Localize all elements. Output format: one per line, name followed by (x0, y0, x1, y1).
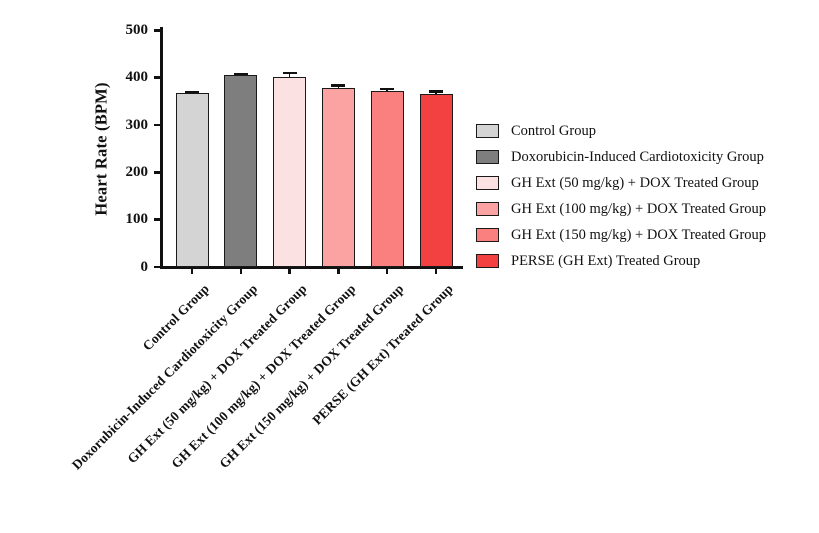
error-bar-cap (429, 90, 443, 93)
y-tick-mark (153, 76, 161, 79)
x-tick-label: GH Ext (150 mg/kg) + DOX Treated Group (216, 281, 407, 472)
bar-6 (419, 94, 453, 267)
error-bar-cap (233, 72, 248, 76)
legend-entry: PERSE (GH Ext) Treated Group (476, 252, 766, 269)
x-tick-mark (337, 268, 340, 274)
bar-2 (224, 75, 258, 267)
legend-swatch (476, 202, 499, 216)
x-axis-line (160, 265, 463, 269)
error-bar-cap (185, 90, 199, 94)
y-tick-label: 0 (140, 258, 149, 275)
y-tick-label: 200 (125, 163, 149, 180)
legend-label: Control Group (511, 122, 596, 139)
error-bar-line (288, 72, 291, 79)
y-tick-label: 500 (125, 21, 149, 38)
legend-swatch (476, 176, 499, 190)
x-tick-mark (288, 268, 291, 274)
error-bar-cap (331, 84, 346, 88)
legend-swatch (476, 228, 499, 242)
legend-entry: Control Group (476, 122, 766, 139)
legend-entry: GH Ext (100 mg/kg) + DOX Treated Group (476, 200, 767, 217)
bar-5 (370, 90, 404, 267)
y-tick-label: 400 (125, 69, 149, 86)
y-axis-line (160, 27, 163, 268)
x-tick-label: GH Ext (50 mg/kg) + DOX Treated Group (123, 281, 310, 467)
error-bar-line (337, 85, 340, 91)
y-tick-mark (153, 265, 161, 269)
y-axis-title-text: Heart Rate (BPM) (92, 82, 111, 216)
bar-3 (273, 76, 307, 267)
y-tick-mark (153, 171, 161, 174)
x-tick-mark (434, 268, 438, 274)
legend-label: PERSE (GH Ext) Treated Group (511, 252, 701, 269)
legend-label: GH Ext (50 mg/kg) + DOX Treated Group (511, 174, 759, 191)
y-axis-title: Heart Rate (BPM) (86, 0, 118, 298)
legend-entry: GH Ext (150 mg/kg) + DOX Treated Group (476, 226, 767, 243)
y-tick-label: 100 (125, 211, 149, 228)
legend-label: GH Ext (150 mg/kg) + DOX Treated Group (511, 226, 767, 243)
x-tick-mark (239, 268, 243, 274)
legend-swatch (476, 254, 499, 268)
x-tick-label: GH Ext (100 mg/kg) + DOX Treated Group (167, 281, 359, 472)
y-tick-mark (153, 123, 161, 127)
error-bar-cap (282, 71, 297, 75)
x-tick-mark (190, 268, 194, 274)
legend: Control Group Doxorubicin-Induced Cardiot… (476, 122, 767, 269)
error-bar-cap (380, 87, 395, 91)
legend-swatch (476, 150, 499, 164)
y-tick-label: 300 (125, 116, 149, 133)
legend-label: GH Ext (100 mg/kg) + DOX Treated Group (511, 200, 767, 217)
bar-1 (175, 93, 209, 267)
legend-entry: Doxorubicin-Induced Cardiotoxicity Group (476, 148, 766, 165)
legend-entry: GH Ext (50 mg/kg) + DOX Treated Group (476, 174, 766, 191)
error-bar-line (435, 91, 437, 97)
legend-label: Doxorubicin-Induced Cardiotoxicity Group (511, 148, 764, 165)
legend-swatch (476, 124, 499, 138)
bar-4 (321, 88, 355, 267)
x-tick-mark (385, 268, 389, 274)
y-tick-mark (153, 29, 161, 32)
y-tick-mark (153, 218, 161, 221)
